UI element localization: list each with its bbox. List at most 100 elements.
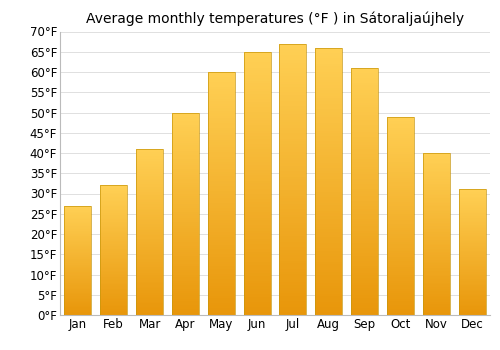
Bar: [244, 89, 270, 91]
Bar: [136, 277, 163, 279]
Bar: [100, 227, 127, 228]
Bar: [316, 283, 342, 286]
Bar: [280, 255, 306, 258]
Bar: [172, 199, 199, 202]
Bar: [136, 172, 163, 174]
Bar: [244, 131, 270, 133]
Bar: [387, 136, 414, 138]
Bar: [280, 188, 306, 190]
Bar: [280, 266, 306, 269]
Bar: [423, 173, 450, 174]
Bar: [100, 262, 127, 263]
Bar: [172, 246, 199, 248]
Bar: [64, 228, 92, 229]
Bar: [387, 259, 414, 261]
Bar: [351, 127, 378, 130]
Bar: [136, 182, 163, 184]
Bar: [316, 256, 342, 259]
Bar: [387, 196, 414, 198]
Bar: [387, 168, 414, 170]
Bar: [316, 69, 342, 72]
Bar: [244, 120, 270, 123]
Bar: [280, 57, 306, 60]
Bar: [172, 264, 199, 266]
Bar: [387, 164, 414, 166]
Bar: [100, 292, 127, 293]
Bar: [316, 48, 342, 50]
Bar: [208, 305, 234, 308]
Bar: [136, 187, 163, 189]
Bar: [280, 139, 306, 141]
Bar: [280, 206, 306, 209]
Bar: [100, 307, 127, 308]
Bar: [351, 204, 378, 206]
Bar: [423, 273, 450, 274]
Bar: [316, 77, 342, 80]
Bar: [172, 228, 199, 230]
Bar: [136, 177, 163, 179]
Bar: [100, 205, 127, 206]
Bar: [136, 162, 163, 164]
Bar: [280, 204, 306, 206]
Bar: [136, 264, 163, 265]
Bar: [387, 180, 414, 182]
Bar: [208, 91, 234, 94]
Bar: [100, 228, 127, 230]
Bar: [136, 240, 163, 242]
Bar: [458, 260, 485, 261]
Bar: [100, 313, 127, 314]
Bar: [458, 279, 485, 280]
Bar: [458, 276, 485, 277]
Bar: [208, 274, 234, 276]
Bar: [316, 189, 342, 192]
Bar: [136, 150, 163, 152]
Bar: [387, 117, 414, 119]
Bar: [423, 278, 450, 279]
Bar: [208, 186, 234, 189]
Bar: [351, 293, 378, 295]
Bar: [136, 235, 163, 237]
Bar: [458, 300, 485, 301]
Bar: [316, 197, 342, 200]
Bar: [64, 261, 92, 262]
Bar: [244, 68, 270, 70]
Bar: [280, 307, 306, 309]
Bar: [244, 173, 270, 175]
Bar: [280, 179, 306, 182]
Bar: [316, 192, 342, 195]
Bar: [100, 252, 127, 253]
Bar: [387, 307, 414, 309]
Bar: [136, 307, 163, 308]
Bar: [64, 245, 92, 246]
Bar: [136, 184, 163, 186]
Bar: [280, 215, 306, 217]
Bar: [172, 157, 199, 159]
Bar: [458, 246, 485, 247]
Bar: [208, 86, 234, 89]
Bar: [351, 179, 378, 182]
Bar: [136, 224, 163, 225]
Bar: [100, 250, 127, 252]
Bar: [458, 313, 485, 314]
Bar: [136, 245, 163, 247]
Bar: [280, 106, 306, 109]
Bar: [458, 218, 485, 219]
Bar: [172, 230, 199, 232]
Bar: [351, 300, 378, 303]
Bar: [244, 73, 270, 76]
Bar: [64, 243, 92, 244]
Bar: [244, 273, 270, 275]
Bar: [244, 86, 270, 89]
Bar: [100, 237, 127, 239]
Bar: [172, 271, 199, 272]
Bar: [387, 240, 414, 242]
Bar: [244, 296, 270, 299]
Bar: [351, 140, 378, 142]
Bar: [458, 268, 485, 270]
Bar: [458, 196, 485, 197]
Bar: [351, 125, 378, 127]
Bar: [387, 303, 414, 305]
Bar: [280, 49, 306, 52]
Bar: [208, 142, 234, 145]
Bar: [458, 311, 485, 313]
